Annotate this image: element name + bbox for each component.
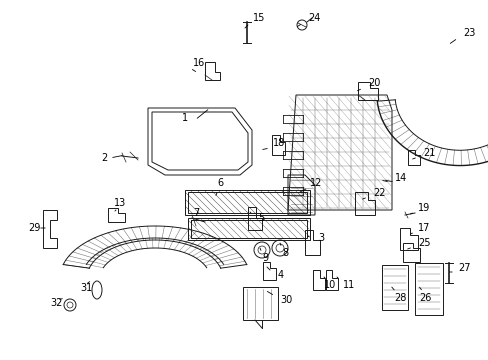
Text: 2: 2 — [102, 153, 108, 163]
Text: 30: 30 — [280, 295, 292, 305]
Text: 31: 31 — [80, 283, 92, 293]
Text: 5: 5 — [258, 213, 264, 223]
Text: 6: 6 — [217, 178, 223, 188]
Text: 22: 22 — [372, 188, 385, 198]
Text: 17: 17 — [417, 223, 429, 233]
Text: 15: 15 — [252, 13, 265, 23]
Text: 13: 13 — [114, 198, 126, 208]
Text: 10: 10 — [323, 280, 335, 290]
Text: 7: 7 — [192, 208, 199, 218]
Text: 4: 4 — [278, 270, 284, 280]
Text: 16: 16 — [193, 58, 205, 68]
Text: 21: 21 — [422, 148, 434, 158]
Text: 14: 14 — [394, 173, 407, 183]
Text: 28: 28 — [393, 293, 406, 303]
Text: 29: 29 — [28, 223, 41, 233]
Text: 3: 3 — [317, 233, 324, 243]
Text: 27: 27 — [457, 263, 469, 273]
Text: 24: 24 — [307, 13, 320, 23]
Text: 26: 26 — [418, 293, 430, 303]
Text: 32: 32 — [50, 298, 62, 308]
Text: 25: 25 — [417, 238, 429, 248]
Text: 12: 12 — [309, 178, 322, 188]
Text: 19: 19 — [417, 203, 429, 213]
Text: 18: 18 — [272, 138, 285, 148]
Text: 1: 1 — [182, 113, 188, 123]
Text: 9: 9 — [262, 253, 267, 263]
Text: 8: 8 — [282, 248, 287, 258]
Text: 11: 11 — [342, 280, 354, 290]
Text: 20: 20 — [367, 78, 380, 88]
Text: 23: 23 — [462, 28, 474, 38]
